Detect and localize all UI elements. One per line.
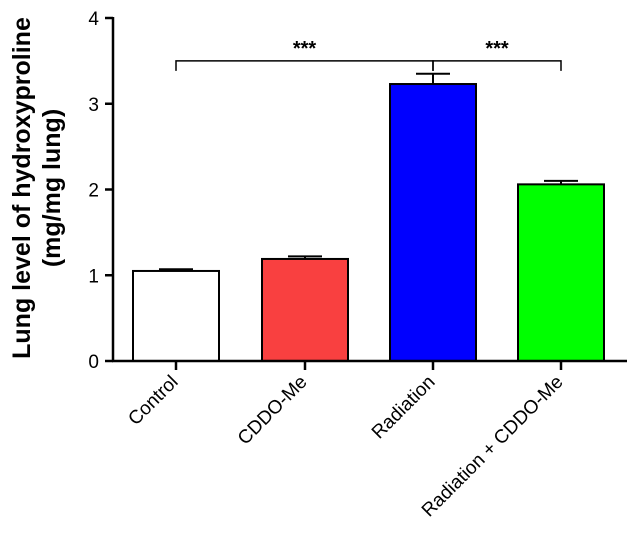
bar-3 [389, 83, 477, 362]
x-category-label-3: Radiation [368, 372, 440, 444]
y-tick-label-4: 4 [88, 9, 99, 30]
y-tick-label-1: 1 [88, 266, 99, 287]
significance-bracket-2 [432, 60, 562, 71]
bar-2 [261, 257, 349, 362]
x-category-label-1: Control [124, 372, 182, 430]
bar-1 [132, 269, 220, 362]
significance-label-2: *** [485, 38, 509, 60]
y-axis-title: Lung level of hydroxyproline (mg/mg lung… [8, 17, 66, 359]
significance-label-1: *** [293, 38, 317, 60]
y-tick-label-3: 3 [88, 95, 99, 116]
y-axis-title-line1: Lung level of hydroxyproline [8, 17, 36, 359]
y-tick-label-0: 0 [88, 352, 99, 373]
x-category-label-2: CDDO-Me [234, 372, 312, 450]
y-axis-title-line2: (mg/mg lung) [38, 109, 66, 267]
significance-bracket-1 [175, 60, 434, 71]
x-category-label-4: Radiation + CDDO-Me [418, 372, 568, 522]
y-tick-label-2: 2 [88, 181, 99, 202]
bar-4 [517, 183, 605, 362]
